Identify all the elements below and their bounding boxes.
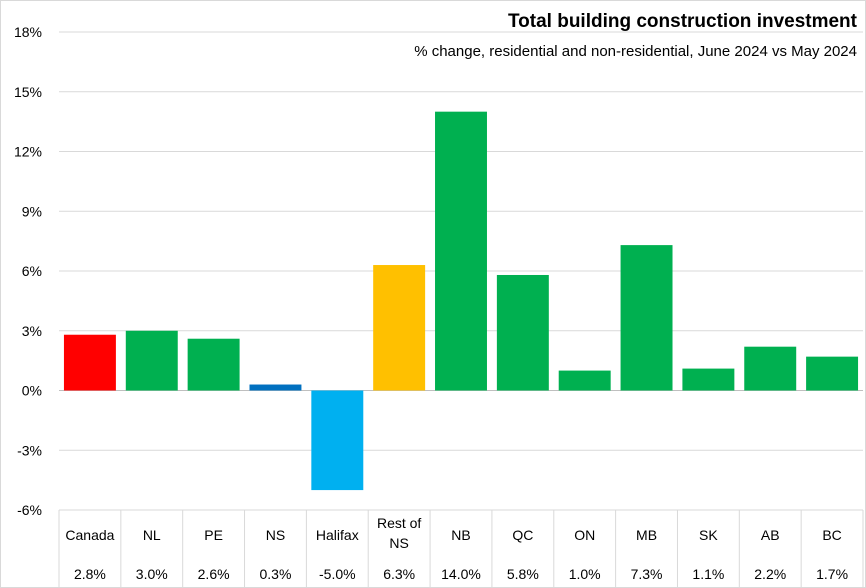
category-label: BC (822, 527, 841, 543)
value-label: 2.6% (198, 566, 230, 582)
y-tick-label: -3% (17, 442, 42, 458)
y-tick-label: 3% (22, 323, 42, 339)
value-label: 5.8% (507, 566, 539, 582)
value-label: 6.3% (383, 566, 415, 582)
category-label: NS (266, 527, 285, 543)
bar-11 (744, 346, 797, 391)
category-label: NL (143, 527, 161, 543)
category-label: QC (512, 527, 533, 543)
category-label: Halifax (316, 527, 359, 543)
category-label: NB (451, 527, 470, 543)
value-label: 2.8% (74, 566, 106, 582)
bar-0 (63, 334, 116, 391)
y-tick-label: 12% (14, 144, 42, 160)
bar-5 (373, 265, 426, 391)
bar-2 (187, 338, 240, 391)
bar-3 (249, 384, 302, 391)
category-label: PE (204, 527, 223, 543)
category-label: Rest of (377, 515, 421, 531)
value-label: 7.3% (631, 566, 663, 582)
value-label: 2.2% (754, 566, 786, 582)
category-label: SK (699, 527, 718, 543)
bar-10 (682, 368, 735, 391)
bar-4 (311, 390, 364, 491)
y-tick-label: -6% (17, 502, 42, 518)
value-label: 1.7% (816, 566, 848, 582)
y-tick-label: 6% (22, 263, 42, 279)
bar-7 (496, 274, 549, 391)
category-label: AB (761, 527, 780, 543)
chart-title: Total building construction investment (507, 11, 857, 32)
bar-8 (558, 370, 611, 391)
category-label: ON (574, 527, 595, 543)
value-label: 14.0% (441, 566, 481, 582)
bar-6 (435, 111, 487, 391)
y-tick-label: 15% (14, 84, 42, 100)
bar-1 (125, 330, 178, 391)
y-tick-label: 9% (22, 203, 42, 219)
value-label: -5.0% (319, 566, 356, 582)
y-tick-label: 0% (22, 383, 42, 399)
y-tick-label: 18% (14, 24, 42, 40)
bar-12 (806, 356, 859, 391)
category-label: NS (389, 535, 408, 551)
category-label: Canada (65, 527, 114, 543)
value-label: 3.0% (136, 566, 168, 582)
category-label: MB (636, 527, 657, 543)
value-label: 1.0% (569, 566, 601, 582)
chart-subtitle: % change, residential and non-residentia… (414, 43, 857, 60)
value-label: 0.3% (260, 566, 292, 582)
value-label: 1.1% (692, 566, 724, 582)
bar-9 (620, 245, 673, 391)
